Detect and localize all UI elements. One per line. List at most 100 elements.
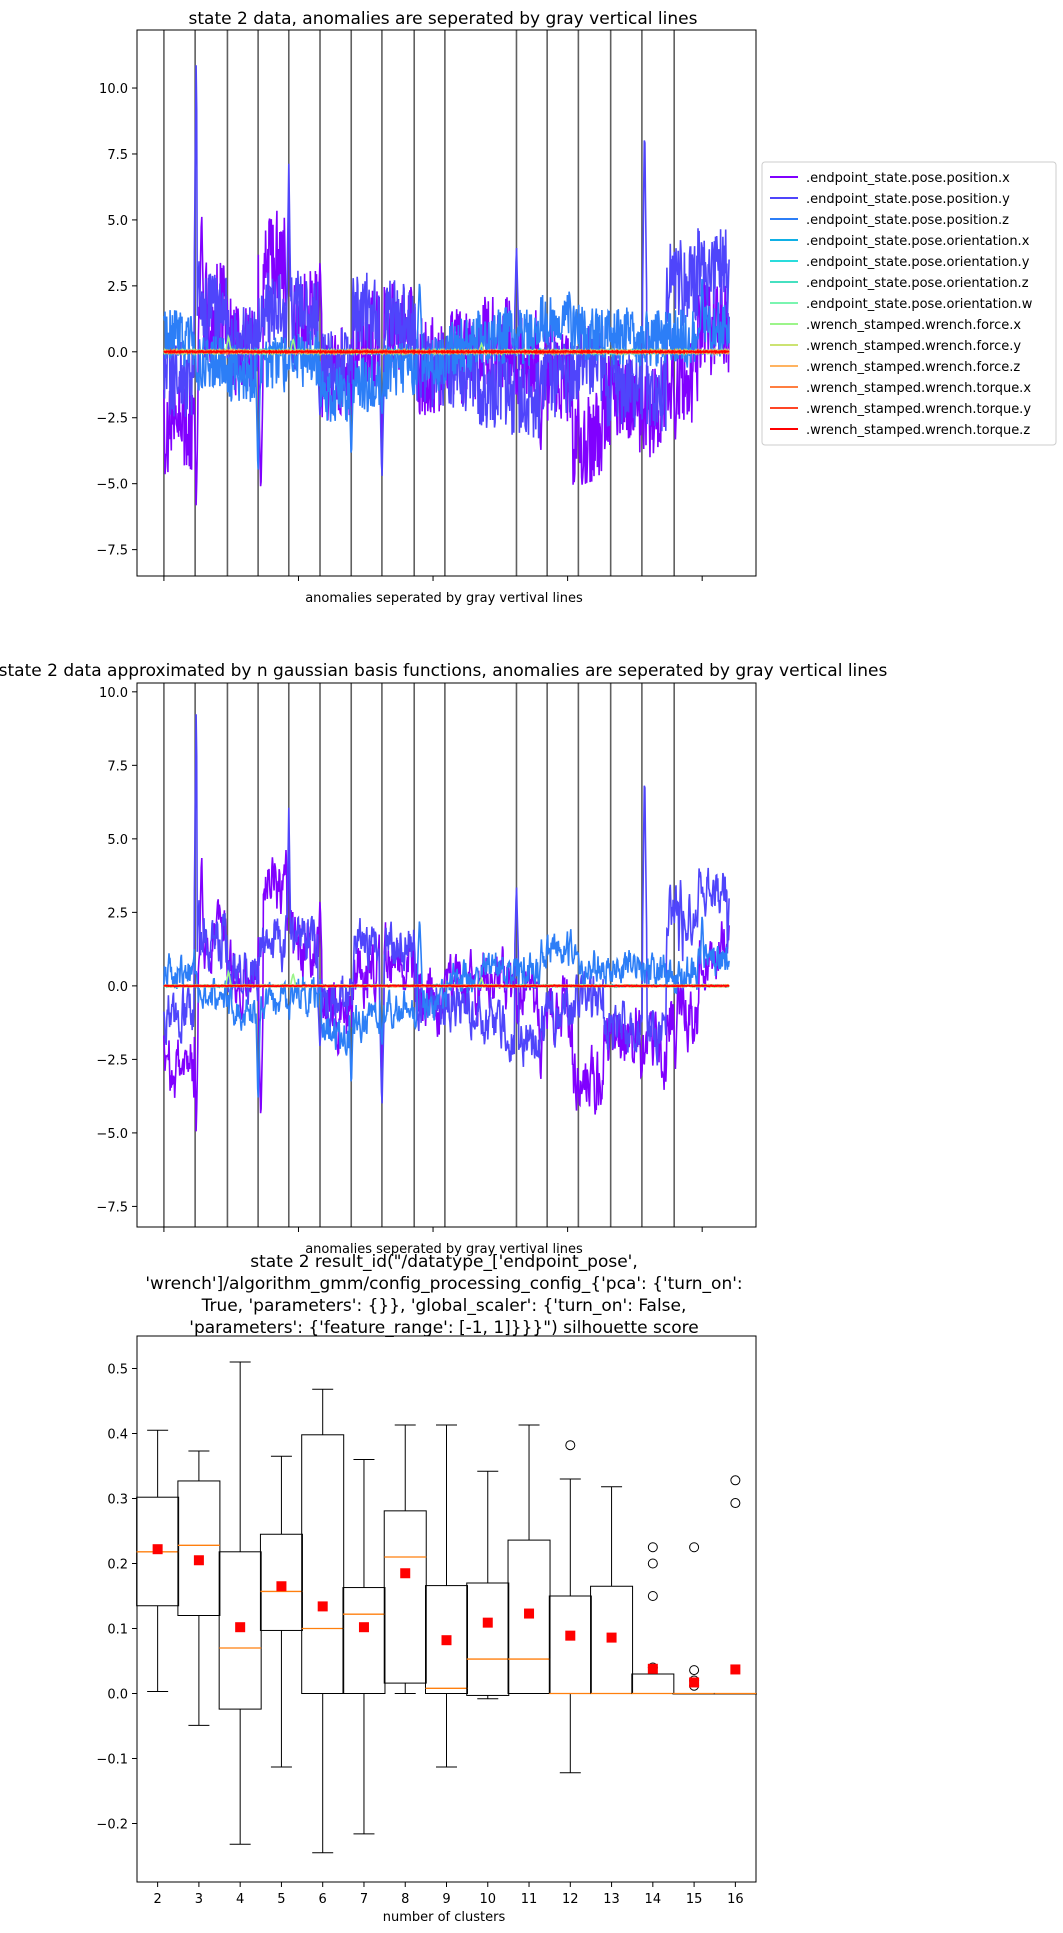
box-16: [713, 1475, 757, 1695]
x-tick-label: 2: [153, 1892, 161, 1907]
y-tick-label: −5.0: [96, 1127, 128, 1142]
chart-silhouette-xlabel: number of clusters: [383, 1910, 506, 1925]
y-tick-label: 0.2: [107, 1558, 128, 1573]
chart-silhouette-title-line-4: 'parameters': {'feature_range': [-1, 1]}…: [189, 1318, 698, 1338]
mean-marker: [730, 1664, 741, 1675]
chart-silhouette-title-line-2: 'wrench']/algorithm_gmm/config_processin…: [145, 1274, 742, 1294]
y-tick-label: −0.2: [96, 1818, 128, 1833]
box-body: [425, 1585, 468, 1694]
axes-frame: [136, 682, 757, 1228]
x-tick-label: 11: [521, 1892, 538, 1907]
x-tick-label: 4: [236, 1892, 244, 1907]
y-tick-label: 7.5: [107, 759, 128, 774]
chart-gaussian-approx: state 2 data approximated by n gaussian …: [0, 661, 888, 1257]
series-line: [163, 714, 730, 1104]
legend-label: .endpoint_state.pose.orientation.y: [806, 255, 1030, 270]
chart-silhouette-title-line-1: state 2 result_id("/datatype_['endpoint_…: [250, 1252, 638, 1272]
mean-marker: [152, 1544, 163, 1555]
mean-marker: [606, 1632, 617, 1643]
box-body: [301, 1434, 345, 1695]
x-tick-label: 15: [686, 1892, 703, 1907]
chart-silhouette-plot-area: −0.2 −0.1 0.0 0.1 0.2 0.3 0.4 0.5 2 3 4 5 6 7 8 9 10 11 12…: [96, 1335, 757, 1907]
mean-marker: [400, 1568, 411, 1579]
y-tick-label: −2.5: [96, 1053, 128, 1068]
legend-label: .wrench_stamped.wrench.torque.z: [806, 423, 1030, 438]
x-tick-label: 9: [442, 1892, 450, 1907]
legend-label: .wrench_stamped.wrench.torque.y: [806, 402, 1031, 417]
y-tick-label: −5.0: [96, 478, 128, 493]
y-tick-label: 0.4: [107, 1428, 128, 1443]
legend-label: .wrench_stamped.wrench.force.z: [806, 360, 1020, 375]
outlier-point: [647, 1542, 658, 1553]
box-14: [631, 1542, 675, 1695]
x-tick-label: 6: [319, 1892, 327, 1907]
box-8: [383, 1424, 427, 1694]
series-line: [163, 278, 730, 470]
legend-label: .endpoint_state.pose.position.y: [806, 192, 1010, 207]
y-tick-label: −0.1: [96, 1753, 128, 1768]
box-6: [301, 1388, 345, 1854]
series-line: [163, 842, 730, 1132]
mean-marker: [193, 1555, 204, 1566]
mean-marker: [689, 1677, 700, 1688]
outlier-point: [730, 1498, 741, 1509]
box-2: [136, 1429, 180, 1693]
axes-frame: [136, 29, 757, 577]
box-15: [672, 1542, 716, 1695]
mean-marker: [235, 1622, 246, 1633]
y-tick-label: 0.1: [107, 1623, 128, 1638]
box-body: [466, 1582, 510, 1696]
y-tick-label: 5.0: [107, 214, 128, 229]
y-tick-label: 7.5: [107, 148, 128, 163]
box-body: [259, 1533, 303, 1631]
legend-label: .endpoint_state.pose.orientation.x: [806, 234, 1030, 249]
legend-label: .wrench_stamped.wrench.force.y: [806, 339, 1021, 354]
x-tick-label: 16: [727, 1892, 744, 1907]
box-5: [259, 1455, 303, 1768]
x-tick-label: 14: [645, 1892, 662, 1907]
mean-marker: [565, 1630, 576, 1641]
chart-raw-legend: .endpoint_state.pose.position.x .endpoint…: [761, 161, 1057, 446]
box-body: [631, 1673, 675, 1694]
chart-silhouette: state 2 result_id("/datatype_['endpoint_…: [96, 1252, 757, 1925]
chart-raw-xlabel: anomalies seperated by gray vertival lin…: [305, 591, 583, 606]
series-line: [163, 984, 730, 988]
y-tick-label: 0.0: [107, 346, 128, 361]
box-body: [177, 1480, 221, 1616]
legend-label: .endpoint_state.pose.orientation.w: [806, 297, 1033, 312]
chart-gaussian-plot-area: −7.5 −5.0 −2.5 0.0 2.5 5.0 7.5 10.0: [96, 682, 757, 1232]
legend-box: [761, 161, 1057, 446]
box-11: [507, 1424, 551, 1694]
box-body: [548, 1595, 592, 1694]
outlier-point: [689, 1665, 700, 1676]
outlier-point: [565, 1440, 576, 1451]
outlier-point: [647, 1558, 658, 1569]
series-line: [163, 65, 730, 476]
box-body: [383, 1510, 427, 1684]
legend-label: .wrench_stamped.wrench.force.x: [806, 318, 1021, 333]
legend-label: .endpoint_state.pose.position.x: [806, 171, 1010, 186]
chart-gaussian-title: state 2 data approximated by n gaussian …: [0, 661, 888, 681]
y-tick-label: 2.5: [107, 906, 128, 921]
legend-label: .wrench_stamped.wrench.torque.x: [806, 381, 1031, 396]
y-tick-label: −7.5: [96, 1200, 128, 1215]
axes-frame: [136, 1335, 757, 1883]
y-tick-label: −2.5: [96, 412, 128, 427]
mean-marker: [317, 1601, 328, 1612]
series-line: [163, 916, 730, 1098]
mean-marker: [358, 1622, 369, 1633]
chart-raw-data: state 2 data, anomalies are seperated by…: [96, 9, 1057, 606]
y-tick-label: 0.0: [107, 980, 128, 995]
x-tick-label: 3: [195, 1892, 203, 1907]
box-3: [177, 1450, 221, 1726]
chart-gaussian-xlabel: anomalies seperated by gray vertival lin…: [305, 1242, 583, 1257]
box-9: [425, 1424, 468, 1768]
y-tick-label: 10.0: [99, 686, 128, 701]
mean-marker: [482, 1617, 493, 1628]
y-tick-label: −7.5: [96, 544, 128, 559]
box-10: [466, 1470, 510, 1700]
outlier-point: [689, 1542, 700, 1553]
series-line: [163, 348, 730, 355]
y-tick-label: 0.0: [107, 1688, 128, 1703]
